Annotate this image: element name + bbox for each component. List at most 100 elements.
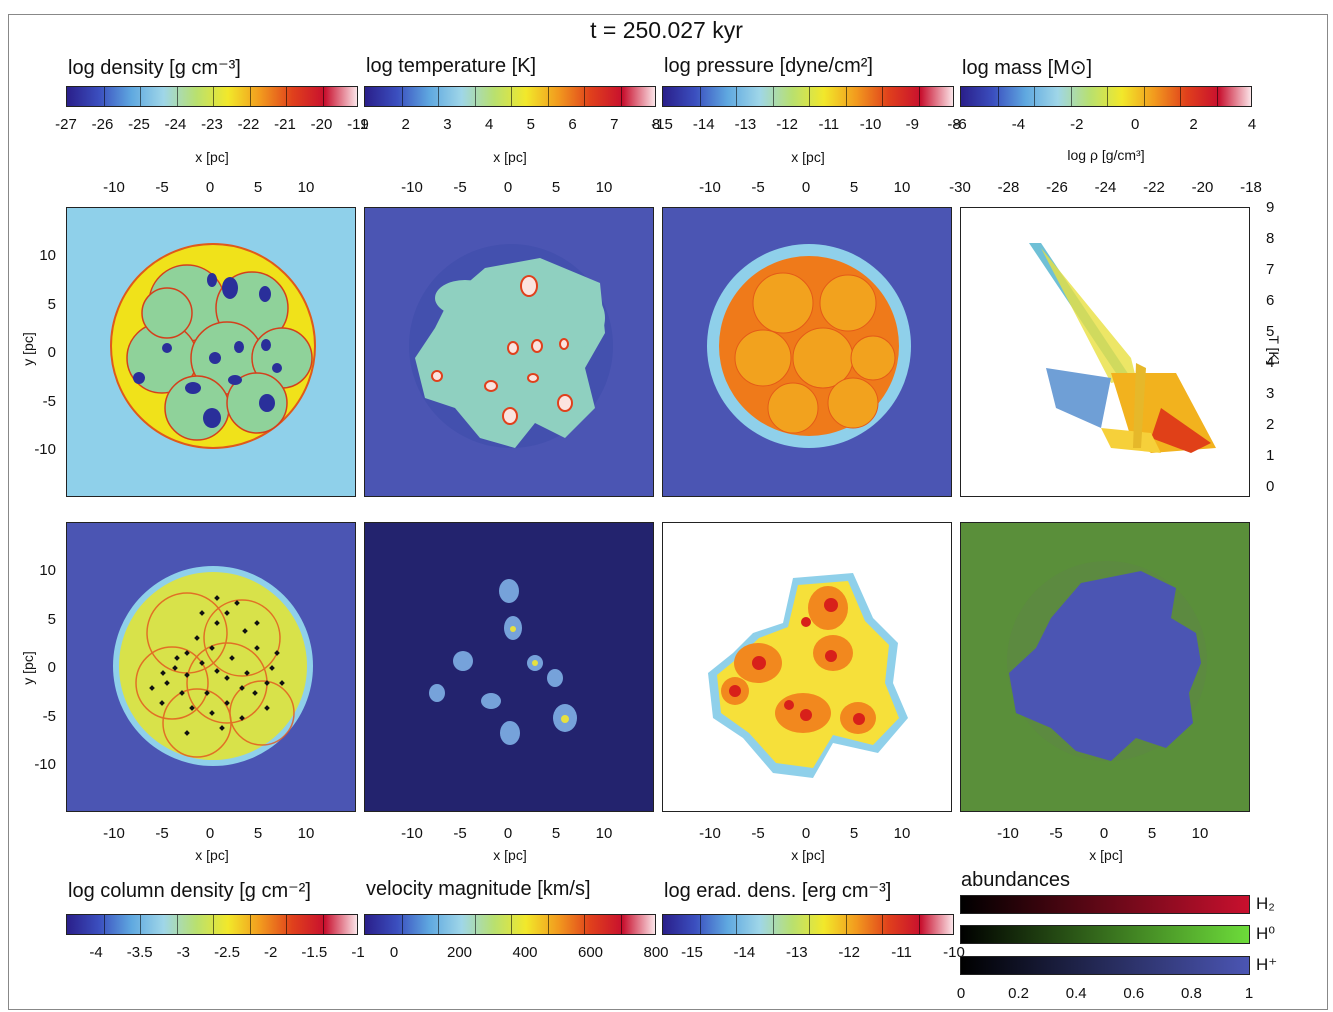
colorbar-tick: 2 xyxy=(401,116,410,133)
colorbar-divider xyxy=(1180,87,1181,106)
star-particle xyxy=(242,628,248,634)
colorbar-tick: -13 xyxy=(734,116,757,133)
radiation-energy-map-panel xyxy=(662,522,952,812)
colorbar-divider xyxy=(103,87,105,106)
colorbar-3 xyxy=(960,86,1252,107)
bottom-colorbar-tick: 200 xyxy=(446,944,473,961)
bottom-colorbar-tick: -4 xyxy=(89,944,103,961)
star-particle xyxy=(252,690,258,696)
star-particle xyxy=(254,620,260,626)
x-tick: -10 xyxy=(103,825,125,842)
bottom-colorbar-tick: -13 xyxy=(785,944,808,961)
star-particle xyxy=(224,610,230,616)
x-tick: 5 xyxy=(551,179,561,196)
colorbar-divider xyxy=(918,87,920,106)
y-tick: 10 xyxy=(39,562,56,579)
x-tick: 5 xyxy=(1147,825,1157,842)
colorbar-tick: -26 xyxy=(91,116,114,133)
star-particle xyxy=(279,680,285,686)
colorbar-divider xyxy=(511,915,512,934)
colorbar-divider xyxy=(547,87,549,106)
colorbar-tick: -20 xyxy=(310,116,333,133)
colorbar-tick: -10 xyxy=(859,116,882,133)
star-particle xyxy=(219,725,225,731)
colorbar-tick: -2 xyxy=(1070,116,1084,133)
abundance-tick: 0.4 xyxy=(1065,985,1087,1002)
bottom-colorbar-tick: 400 xyxy=(512,944,538,961)
star-particle xyxy=(239,685,245,691)
x-tick: 0 xyxy=(503,179,513,196)
x-tick: -5 xyxy=(1049,825,1063,842)
x-tick: -10 xyxy=(103,179,125,196)
colorbar-divider xyxy=(249,87,251,106)
colorbar-divider xyxy=(401,87,403,106)
phase-x-tick: -26 xyxy=(1046,179,1068,196)
phase-y-tick: 0 xyxy=(1266,478,1275,495)
colorbar-divider xyxy=(176,915,178,934)
star-particle xyxy=(194,635,200,641)
colorbar-divider xyxy=(1216,87,1218,106)
bottom-colorbar-tick: -2.5 xyxy=(214,944,240,961)
colorbar-2 xyxy=(662,86,954,107)
pressure-map-panel xyxy=(662,207,952,497)
colorbar-divider xyxy=(322,87,324,106)
colorbar-divider xyxy=(140,87,141,106)
colorbar-tick: -19 xyxy=(347,116,369,133)
x-axis-label: x [pc] xyxy=(493,847,527,863)
y-tick: 0 xyxy=(47,344,56,361)
bottom-colorbar-0 xyxy=(66,914,358,935)
figure-frame xyxy=(8,14,1328,1010)
colorbar-label-1: log temperature [K] xyxy=(366,55,537,77)
colorbar-tick: 8 xyxy=(651,116,661,133)
colorbar-divider xyxy=(286,87,287,106)
y-tick: 5 xyxy=(47,610,56,628)
colorbar-label-3: log mass [M⊙] xyxy=(962,57,1093,79)
star-particle xyxy=(274,650,280,656)
density-map-panel xyxy=(66,207,356,497)
bottom-colorbar-tick: -2 xyxy=(263,944,278,961)
colorbar-tick: 3 xyxy=(443,116,452,133)
phase-x-tick: -22 xyxy=(1143,179,1165,196)
colorbar-tick: 0 xyxy=(1131,116,1140,133)
h2-abundance-bar xyxy=(960,895,1250,914)
x-tick: -5 xyxy=(453,825,467,842)
colorbar-divider xyxy=(772,915,774,934)
colorbar-divider xyxy=(699,915,701,934)
colorbar-tick: -8 xyxy=(947,116,961,133)
colorbar-tick: 1 xyxy=(359,116,369,133)
star-particle xyxy=(239,715,245,721)
colorbar-divider xyxy=(772,87,774,106)
x-tick: 10 xyxy=(297,179,315,196)
colorbar-tick: 7 xyxy=(610,116,619,133)
bottom-colorbar-tick: 0 xyxy=(389,944,399,961)
bottom-colorbar-tick: -14 xyxy=(733,944,756,961)
velocity-map-panel xyxy=(364,522,654,812)
colorbar-tick: -9 xyxy=(905,116,919,133)
colorbar-divider xyxy=(249,915,251,934)
hplus-abundance-bar xyxy=(960,956,1250,975)
x-tick: -5 xyxy=(155,179,169,196)
colorbar-divider xyxy=(176,87,178,106)
colorbar-divider xyxy=(511,87,512,106)
colorbar-divider xyxy=(584,915,585,934)
star-particle xyxy=(234,600,240,606)
hplus-label: H⁺ xyxy=(1256,955,1278,974)
phase-y-tick: 9 xyxy=(1266,199,1275,216)
star-particle xyxy=(184,730,190,736)
bottom-colorbar-label-1: velocity magnitude [km/s] xyxy=(366,878,591,900)
colorbar-divider xyxy=(620,87,622,106)
star-particle xyxy=(164,680,170,686)
column-density-map-panel xyxy=(66,522,356,812)
colorbar-divider xyxy=(882,87,883,106)
abundance-tick: 0.6 xyxy=(1123,985,1145,1002)
colorbar-divider xyxy=(997,87,999,106)
star-particle xyxy=(204,690,210,696)
star-particle xyxy=(172,665,178,671)
phase-y-tick: 5 xyxy=(1266,323,1275,340)
x-axis-label: x [pc] xyxy=(493,149,527,165)
x-tick: 0 xyxy=(801,179,811,196)
colorbar-divider xyxy=(322,915,324,934)
bottom-colorbar-tick: -3 xyxy=(176,944,190,961)
y-tick: -5 xyxy=(42,392,56,410)
abundance-tick: 0.2 xyxy=(1008,985,1030,1002)
